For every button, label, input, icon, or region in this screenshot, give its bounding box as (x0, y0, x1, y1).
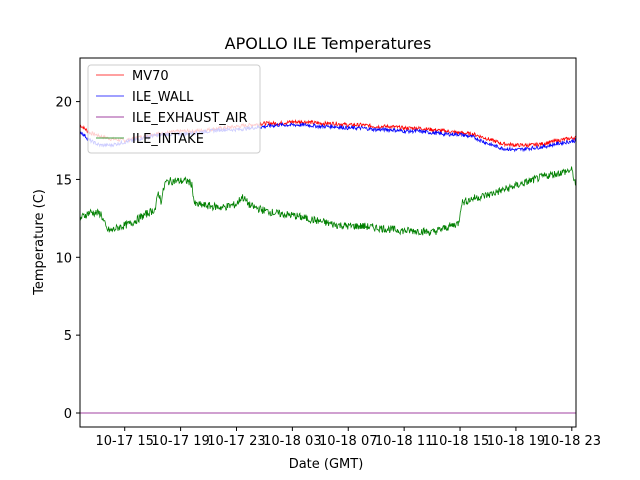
x-tick-label: 10-18 15 (431, 434, 489, 449)
legend-label: ILE_EXHAUST_AIR (132, 111, 248, 126)
x-axis-label: Date (GMT) (289, 457, 364, 472)
chart-title: APOLLO ILE Temperatures (225, 34, 432, 53)
x-tick-label: 10-18 07 (319, 434, 377, 449)
legend-box (87, 64, 261, 154)
plot-frame (79, 57, 577, 428)
x-tick-label: 10-18 23 (543, 434, 601, 449)
legend-label: MV70 (132, 69, 169, 84)
legend-label: ILE_WALL (132, 90, 194, 105)
legend-label: ILE_INTAKE (132, 132, 204, 147)
x-tick-label: 10-17 15 (95, 434, 153, 449)
x-tick-label: 10-18 11 (375, 434, 433, 449)
y-tick-label: 20 (55, 96, 72, 111)
x-tick-label: 10-17 23 (207, 434, 265, 449)
x-tick-label: 10-18 03 (263, 434, 321, 449)
series-line-ile-intake (80, 166, 576, 236)
y-tick-label: 10 (55, 251, 72, 266)
x-tick-label: 10-17 19 (151, 434, 209, 449)
legend: MV70 ILE_WALL ILE_EXHAUST_AIR ILE_INTAKE (87, 64, 261, 154)
y-tick-label: 5 (64, 329, 72, 344)
y-axis-label: Temperature (C) (32, 189, 47, 296)
y-tick-label: 0 (64, 407, 72, 422)
y-tick-label: 15 (55, 173, 72, 188)
x-tick-label: 10-18 19 (487, 434, 545, 449)
